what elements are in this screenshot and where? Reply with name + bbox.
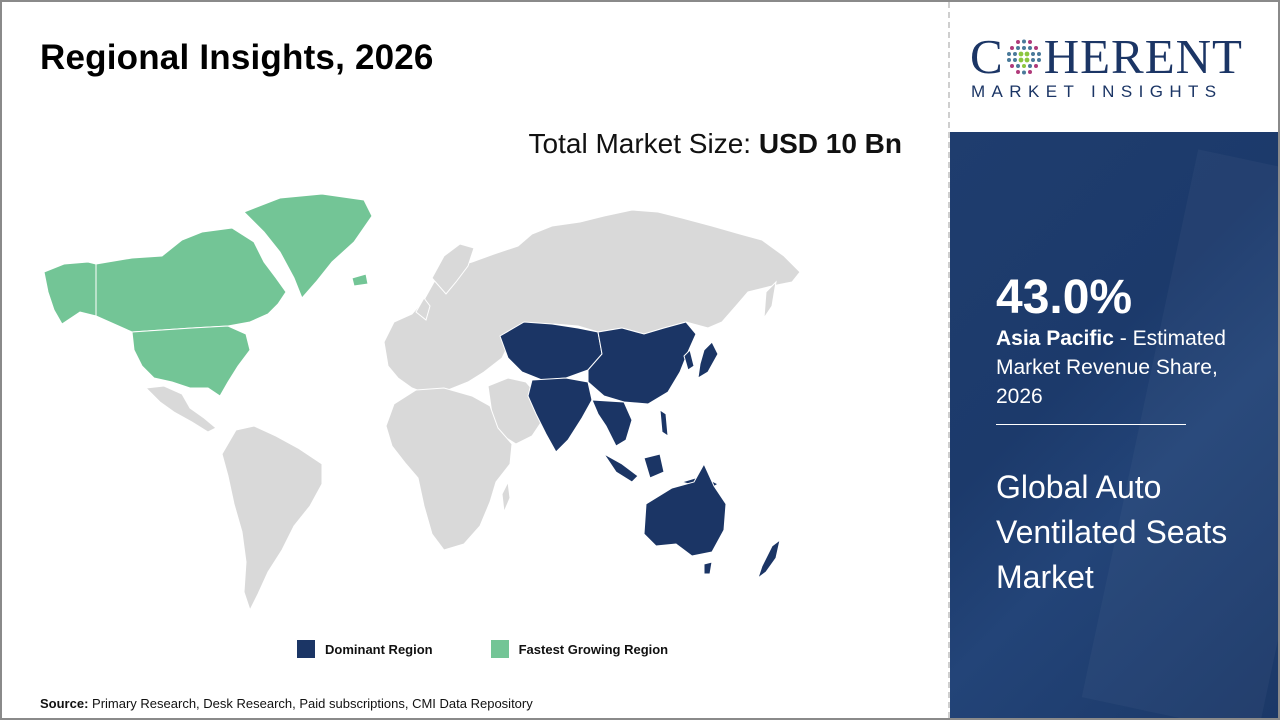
- dotted-globe-icon: [1006, 39, 1041, 74]
- map-region-usa: [131, 325, 251, 397]
- market-share-caption: - Estimated Market Revenue Share, 2026: [996, 327, 1226, 408]
- legend-item-fastest-growing: Fastest Growing Region: [490, 640, 669, 658]
- market-share-value: 43.0%: [996, 271, 1133, 324]
- map-region-scandinavia: [431, 243, 475, 295]
- source-label: Source:: [40, 696, 89, 711]
- market-size-value: USD 10 Bn: [758, 128, 902, 159]
- brand-logo: C HERENT MARKET INSIGHTS: [950, 2, 1278, 132]
- map-region-central-asia: [499, 321, 603, 381]
- map-region-africa: [385, 387, 513, 551]
- map-region-alaska: [43, 261, 97, 325]
- map-region-korea: [683, 349, 695, 371]
- separator-line: [996, 424, 1186, 425]
- map-region-greenland: [243, 193, 373, 299]
- logo-tagline: MARKET INSIGHTS: [971, 82, 1223, 101]
- logo-wordmark: C HERENT: [970, 32, 1243, 81]
- map-region-australia: [643, 462, 727, 557]
- legend-label-dominant: Dominant Region: [325, 641, 433, 657]
- legend-label-fastest-growing: Fastest Growing Region: [518, 641, 669, 657]
- market-size-label: Total Market Size:: [528, 128, 752, 159]
- market-share-card: 43.0% Asia Pacific - Estimated Market Re…: [950, 132, 1278, 718]
- map-region-iceland: [351, 273, 369, 287]
- world-map: [43, 193, 801, 612]
- map-region-canada: [95, 227, 287, 333]
- map-region-south-asia: [527, 377, 593, 453]
- map-region-south-america: [221, 425, 323, 612]
- map-region-indonesia: [603, 453, 720, 491]
- source-note: Source: Primary Research, Desk Research,…: [40, 696, 533, 711]
- market-title: Global Auto Ventilated Seats Market: [996, 469, 1228, 595]
- regional-insights-panel: Regional Insights, 2026 Total Market Siz…: [2, 2, 948, 718]
- legend-swatch-fastest-growing: [490, 640, 509, 658]
- logo-letters-herent: HERENT: [1043, 29, 1243, 84]
- total-market-size: Total Market Size: USD 10 Bn: [529, 128, 902, 160]
- map-region-southeast-asia: [591, 399, 633, 447]
- map-region-madagascar: [501, 480, 511, 514]
- source-text: Primary Research, Desk Research, Paid su…: [92, 696, 533, 711]
- dominant-region-name: Asia Pacific: [996, 327, 1114, 350]
- legend-item-dominant: Dominant Region: [297, 640, 433, 658]
- map-region-kamchatka: [763, 280, 777, 320]
- summary-panel: C HERENT MARKET INSIGHTS 43.0% Asia Paci…: [950, 2, 1278, 718]
- map-region-new-zealand: [757, 538, 781, 580]
- map-region-tasmania: [703, 561, 713, 575]
- map-region-china-mongolia: [587, 321, 697, 405]
- map-region-philippines: [659, 409, 669, 437]
- legend-swatch-dominant: [297, 640, 315, 658]
- logo-letter-c: C: [970, 29, 1004, 84]
- map-legend: Dominant Region Fastest Growing Region: [297, 640, 726, 658]
- background-shading: [1082, 149, 1278, 718]
- panel-divider: [948, 2, 950, 718]
- market-share-description: Asia Pacific - Estimated Market Revenue …: [996, 324, 1256, 411]
- map-region-uk: [415, 297, 431, 321]
- page-title: Regional Insights, 2026: [40, 38, 434, 77]
- map-region-japan: [697, 341, 719, 379]
- map-region-mexico-central-america: [144, 385, 217, 433]
